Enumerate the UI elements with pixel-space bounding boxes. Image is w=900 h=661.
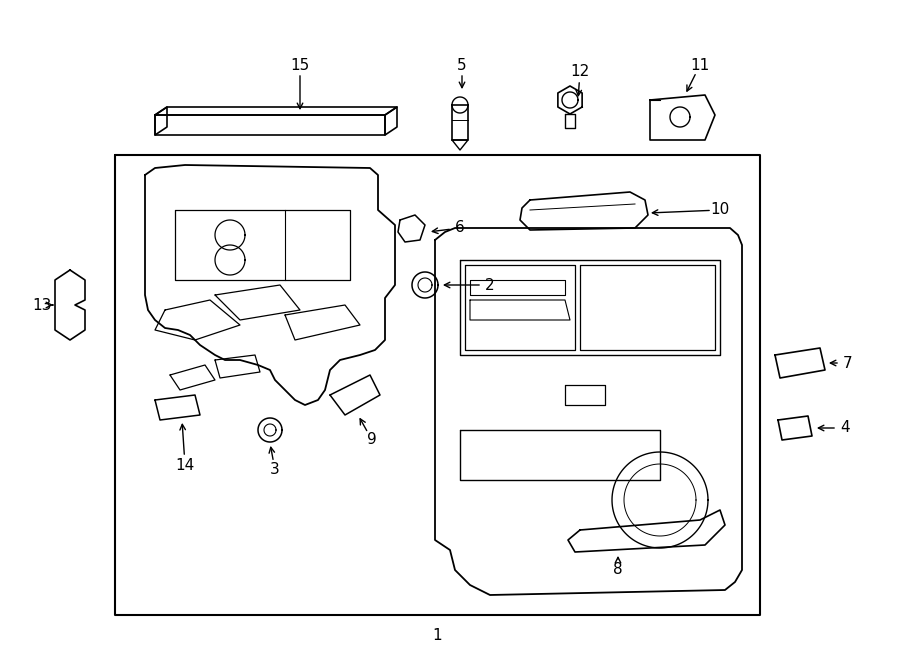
Text: 9: 9 (367, 432, 377, 447)
Text: 11: 11 (690, 58, 709, 73)
Text: 5: 5 (457, 58, 467, 73)
Text: 10: 10 (710, 202, 730, 217)
Text: 15: 15 (291, 58, 310, 73)
Text: 14: 14 (176, 457, 194, 473)
Text: 12: 12 (571, 65, 590, 79)
Text: 2: 2 (485, 278, 495, 293)
Text: 1: 1 (432, 627, 442, 642)
Text: 4: 4 (841, 420, 850, 436)
Text: 3: 3 (270, 463, 280, 477)
Text: 6: 6 (455, 221, 465, 235)
Text: 7: 7 (843, 356, 853, 371)
Text: 13: 13 (32, 297, 51, 313)
Text: 8: 8 (613, 563, 623, 578)
